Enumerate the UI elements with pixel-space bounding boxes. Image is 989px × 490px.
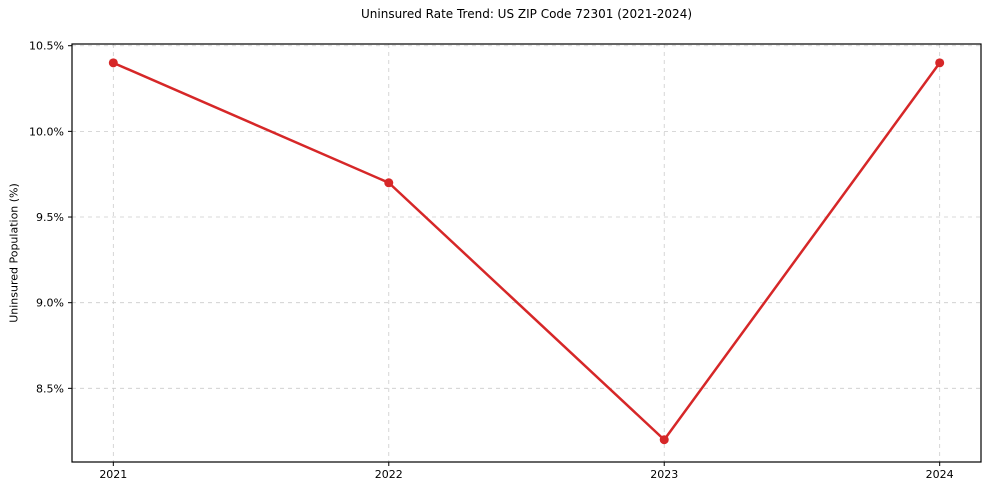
x-tick-label: 2024 (926, 468, 954, 481)
x-tick-label: 2021 (99, 468, 127, 481)
trend-line (112, 61, 941, 441)
y-tick-label: 9.5% (36, 211, 64, 224)
y-tick-label: 8.5% (36, 382, 64, 395)
y-tick-label: 10.5% (29, 40, 64, 53)
x-tick-label: 2022 (375, 468, 403, 481)
x-tick-label: 2023 (650, 468, 678, 481)
y-tick-label: 10.0% (29, 125, 64, 138)
plot-area-border (71, 43, 982, 463)
data-point-marker (659, 435, 669, 445)
data-point-marker (935, 58, 945, 68)
chart-title: Uninsured Rate Trend: US ZIP Code 72301 … (360, 7, 693, 21)
data-point-marker (108, 58, 118, 68)
y-tick-label: 9.0% (36, 297, 64, 310)
data-point-marker (384, 178, 394, 188)
